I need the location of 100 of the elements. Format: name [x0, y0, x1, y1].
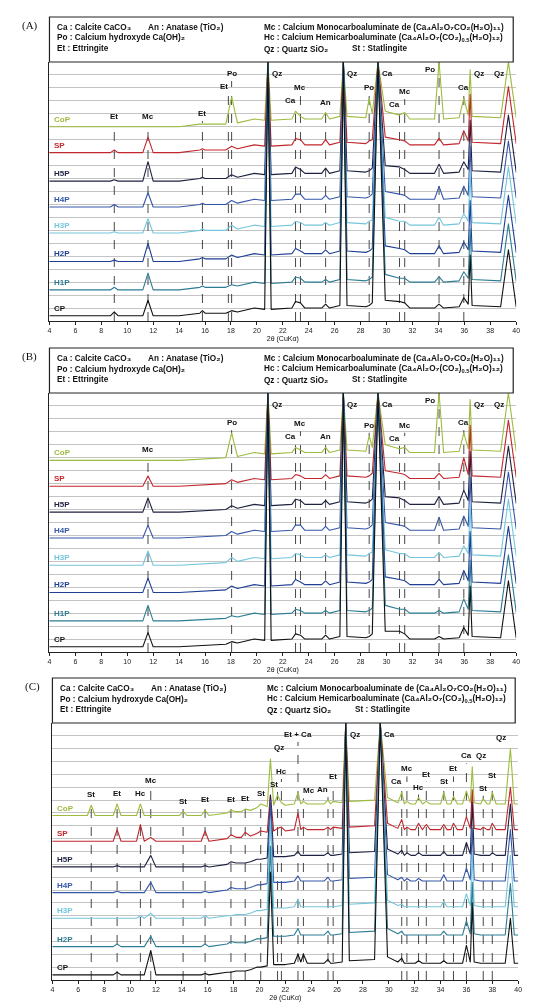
ref-line-label: Et: [422, 770, 431, 779]
series-label: H1P: [54, 609, 71, 618]
ref-line-label: Et + Ca: [284, 730, 312, 739]
ref-line-label: St: [179, 797, 188, 806]
series-label: H3P: [54, 553, 71, 562]
series-label: SP: [57, 829, 69, 838]
annotation: Qz: [474, 69, 485, 78]
annotation: Qz: [272, 69, 283, 78]
ref-line-label: Et: [110, 112, 119, 121]
ref-line-label: Po: [425, 396, 436, 405]
ref-line-label: Et: [241, 794, 250, 803]
annotation: Ca: [384, 730, 395, 739]
ref-line-label: Po: [227, 418, 238, 427]
ref-line-label: Et: [329, 772, 338, 781]
annotation: Qz: [347, 69, 358, 78]
annotation: Qz: [347, 400, 358, 409]
text: Po : Calcium hydroxyde Ca(OH)₂: [57, 31, 186, 42]
series-label: H5P: [54, 500, 71, 509]
ref-line-label: Mc: [145, 776, 157, 785]
text: Et : Ettringite: [60, 705, 112, 714]
text: St : Statlingite: [352, 375, 408, 384]
ref-line-label: Mc: [294, 419, 306, 428]
ref-line-label: Hc: [276, 767, 287, 776]
ref-line-label: Hc: [413, 783, 424, 792]
series-label: SP: [54, 474, 66, 483]
text: Qz : Quartz SiO₂: [267, 704, 332, 715]
ref-line-label: An: [320, 432, 331, 441]
text: Et : Ettringite: [57, 375, 109, 384]
ref-line-label: Ca: [391, 777, 402, 786]
text: Mc : Calcium Monocarboaluminate de (Ca₄Al₂O₇CO₂(H₂O)₁₁): [267, 682, 507, 693]
annotation: Ca: [382, 400, 393, 409]
series-label: H4P: [57, 881, 74, 890]
ref-line-label: Mc: [303, 786, 315, 795]
series-label: H2P: [54, 580, 71, 589]
text: An : Anatase (TiO₂): [148, 21, 224, 32]
ref-line-label: Po: [425, 65, 436, 74]
ref-line-label: St: [87, 790, 96, 799]
text: Ca : Calcite CaCO₃: [60, 682, 135, 693]
series-label: CP: [57, 963, 69, 972]
series-label: CoP: [57, 804, 74, 813]
ref-line-label: St: [479, 784, 488, 793]
ref-line-label: Et: [113, 789, 122, 798]
text: St : Statlingite: [355, 705, 411, 714]
ref-line-label: Mc: [294, 83, 306, 92]
series-label: H2P: [57, 935, 74, 944]
ref-line-label: Po: [364, 83, 375, 92]
ref-line-label: Mc: [142, 445, 154, 454]
text: Hc : Calcium Hemicarboaluminate (Ca₄Al₂O₇(CO₂)$_{0.5}$(H₂O)₁₂): [267, 692, 506, 704]
text: Et : Ettringite: [57, 44, 109, 53]
series-label: H5P: [54, 169, 71, 178]
ref-line-label: Mc: [399, 87, 411, 96]
text: Qz : Quartz SiO₂: [264, 43, 329, 54]
series-label: H2P: [54, 249, 71, 258]
chart-title: (C): [25, 680, 40, 693]
annotation: Qz: [494, 69, 505, 78]
annotation: Qz: [496, 733, 507, 742]
annotation: Qz: [350, 730, 361, 739]
ref-line-label: Ca: [458, 418, 469, 427]
annotation: Qz: [474, 400, 485, 409]
text: St : Statlingite: [352, 44, 408, 53]
ref-line-label: St: [257, 789, 266, 798]
ref-line-label: Et: [449, 764, 458, 773]
series-label: H5P: [57, 855, 74, 864]
ref-line-label: Et: [198, 109, 207, 118]
text: An : Anatase (TiO₂): [148, 352, 224, 363]
text: Mc : Calcium Monocarboaluminate de (Ca₄Al₂O₇CO₂(H₂O)₁₁): [264, 352, 504, 363]
text: Po : Calcium hydroxyde Ca(OH)₂: [57, 363, 186, 374]
text: An : Anatase (TiO₂): [151, 682, 227, 693]
series-label: H3P: [54, 221, 71, 230]
series-label: SP: [54, 141, 66, 150]
series-label: CoP: [54, 115, 71, 124]
text: Ca : Calcite CaCO₃: [57, 352, 132, 363]
annotation: Qz: [274, 743, 285, 752]
ref-line-label: Ca: [389, 434, 400, 443]
ref-line-label: Po: [227, 69, 238, 78]
ref-line-label: Et: [227, 795, 236, 804]
text: Mc : Calcium Monocarboaluminate de (Ca₄Al₂O₇CO₂(H₂O)₁₁): [264, 21, 504, 32]
series-label: H4P: [54, 526, 71, 535]
chart-title: (A): [22, 19, 38, 32]
series-label: H1P: [54, 278, 71, 287]
ref-line-label: Hc: [135, 789, 146, 798]
ref-line-label: Mc: [401, 764, 413, 773]
ref-line-label: Ca: [285, 96, 296, 105]
ref-line-label: Ca: [285, 432, 296, 441]
text: Hc : Calcium Hemicarboaluminate (Ca₄Al₂O₇(CO₂)$_{0.5}$(H₂O)₁₂): [264, 31, 503, 43]
text: Qz : Quartz SiO₂: [264, 374, 329, 385]
series-label: CP: [54, 304, 66, 313]
ref-line-label: Po: [364, 421, 375, 430]
annotation: Qz: [476, 751, 487, 760]
annotation: Ca: [382, 69, 393, 78]
chart-title: (B): [22, 350, 37, 363]
ref-line-label: Et: [220, 82, 229, 91]
ref-line-label: An: [320, 98, 331, 107]
ref-line-label: Ca: [389, 100, 400, 109]
ref-line-label: An: [317, 785, 328, 794]
series-label: H4P: [54, 195, 71, 204]
ref-line-label: Mc: [399, 421, 411, 430]
ref-line-label: St: [440, 777, 449, 786]
text: Po : Calcium hydroxyde Ca(OH)₂: [60, 693, 189, 704]
series-label: H3P: [57, 906, 74, 915]
